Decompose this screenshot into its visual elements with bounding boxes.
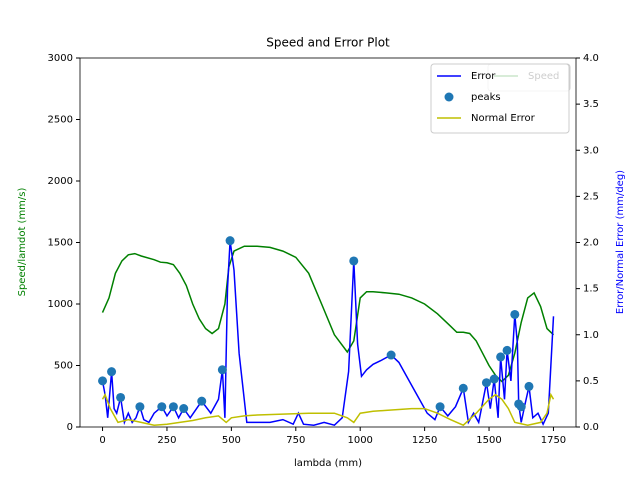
peak-point — [349, 256, 359, 266]
peak-point — [458, 383, 468, 393]
peak-point — [135, 402, 145, 412]
legend-marker — [444, 92, 454, 102]
y-tick-label: 1000 — [48, 299, 73, 310]
y2-tick-label: 3.5 — [583, 99, 599, 110]
peak-point — [179, 404, 189, 414]
y-tick-label: 0 — [67, 422, 73, 433]
y2-tick-label: 1.0 — [583, 330, 599, 341]
peak-point — [217, 365, 227, 375]
y2-tick-label: 2.5 — [583, 191, 599, 202]
series-line — [101, 245, 555, 383]
y2-tick-label: 3.0 — [583, 145, 599, 156]
x-tick-label: 750 — [286, 435, 305, 446]
series-line — [101, 392, 555, 427]
peak-point — [524, 381, 534, 391]
x-tick-label: 1250 — [412, 435, 437, 446]
peak-point — [168, 402, 178, 412]
y2-tick-label: 1.5 — [583, 284, 599, 295]
x-tick-label: 1500 — [476, 435, 501, 446]
x-tick-label: 1000 — [347, 435, 372, 446]
legend-label: peaks — [471, 92, 501, 103]
legend-label: Normal Error — [471, 113, 536, 124]
x-tick-label: 1750 — [541, 435, 566, 446]
y2-tick-label: 2.0 — [583, 238, 599, 249]
peak-point — [98, 376, 108, 386]
plot-frame — [79, 57, 577, 428]
peak-point — [481, 378, 491, 388]
peak-point — [516, 402, 526, 412]
peak-point — [502, 345, 512, 355]
y-tick-label: 500 — [54, 361, 73, 372]
y-tick-label: 2500 — [48, 115, 73, 126]
x-tick-label: 0 — [99, 435, 105, 446]
legend-label: Error — [471, 71, 496, 82]
peak-point — [496, 352, 506, 362]
peak-point — [116, 392, 126, 402]
peak-point — [197, 396, 207, 406]
x-tick-label: 500 — [222, 435, 241, 446]
x-tick-label: 250 — [157, 435, 176, 446]
y2-axis-label: Error/Normal Error (mm/deg) — [615, 170, 626, 314]
y2-tick-label: 0.5 — [583, 376, 599, 387]
peak-point — [510, 309, 520, 319]
peak-point — [157, 402, 167, 412]
series-line — [101, 240, 555, 427]
peak-point — [435, 402, 445, 412]
y2-tick-label: 0.0 — [583, 422, 599, 433]
y-tick-label: 2000 — [48, 176, 73, 187]
legend-box — [430, 63, 570, 134]
chart-title: Speed and Error Plot — [266, 36, 390, 50]
y-axis-label: Speed/lamdot (mm/s) — [17, 188, 28, 297]
peak-point — [225, 236, 235, 246]
y-tick-label: 3000 — [48, 53, 73, 64]
peak-point — [489, 374, 499, 384]
peak-point — [107, 367, 117, 377]
x-axis-label: lambda (mm) — [294, 458, 362, 469]
y-tick-label: 1500 — [48, 238, 73, 249]
peak-point — [386, 350, 396, 360]
y2-tick-label: 4.0 — [583, 53, 599, 64]
